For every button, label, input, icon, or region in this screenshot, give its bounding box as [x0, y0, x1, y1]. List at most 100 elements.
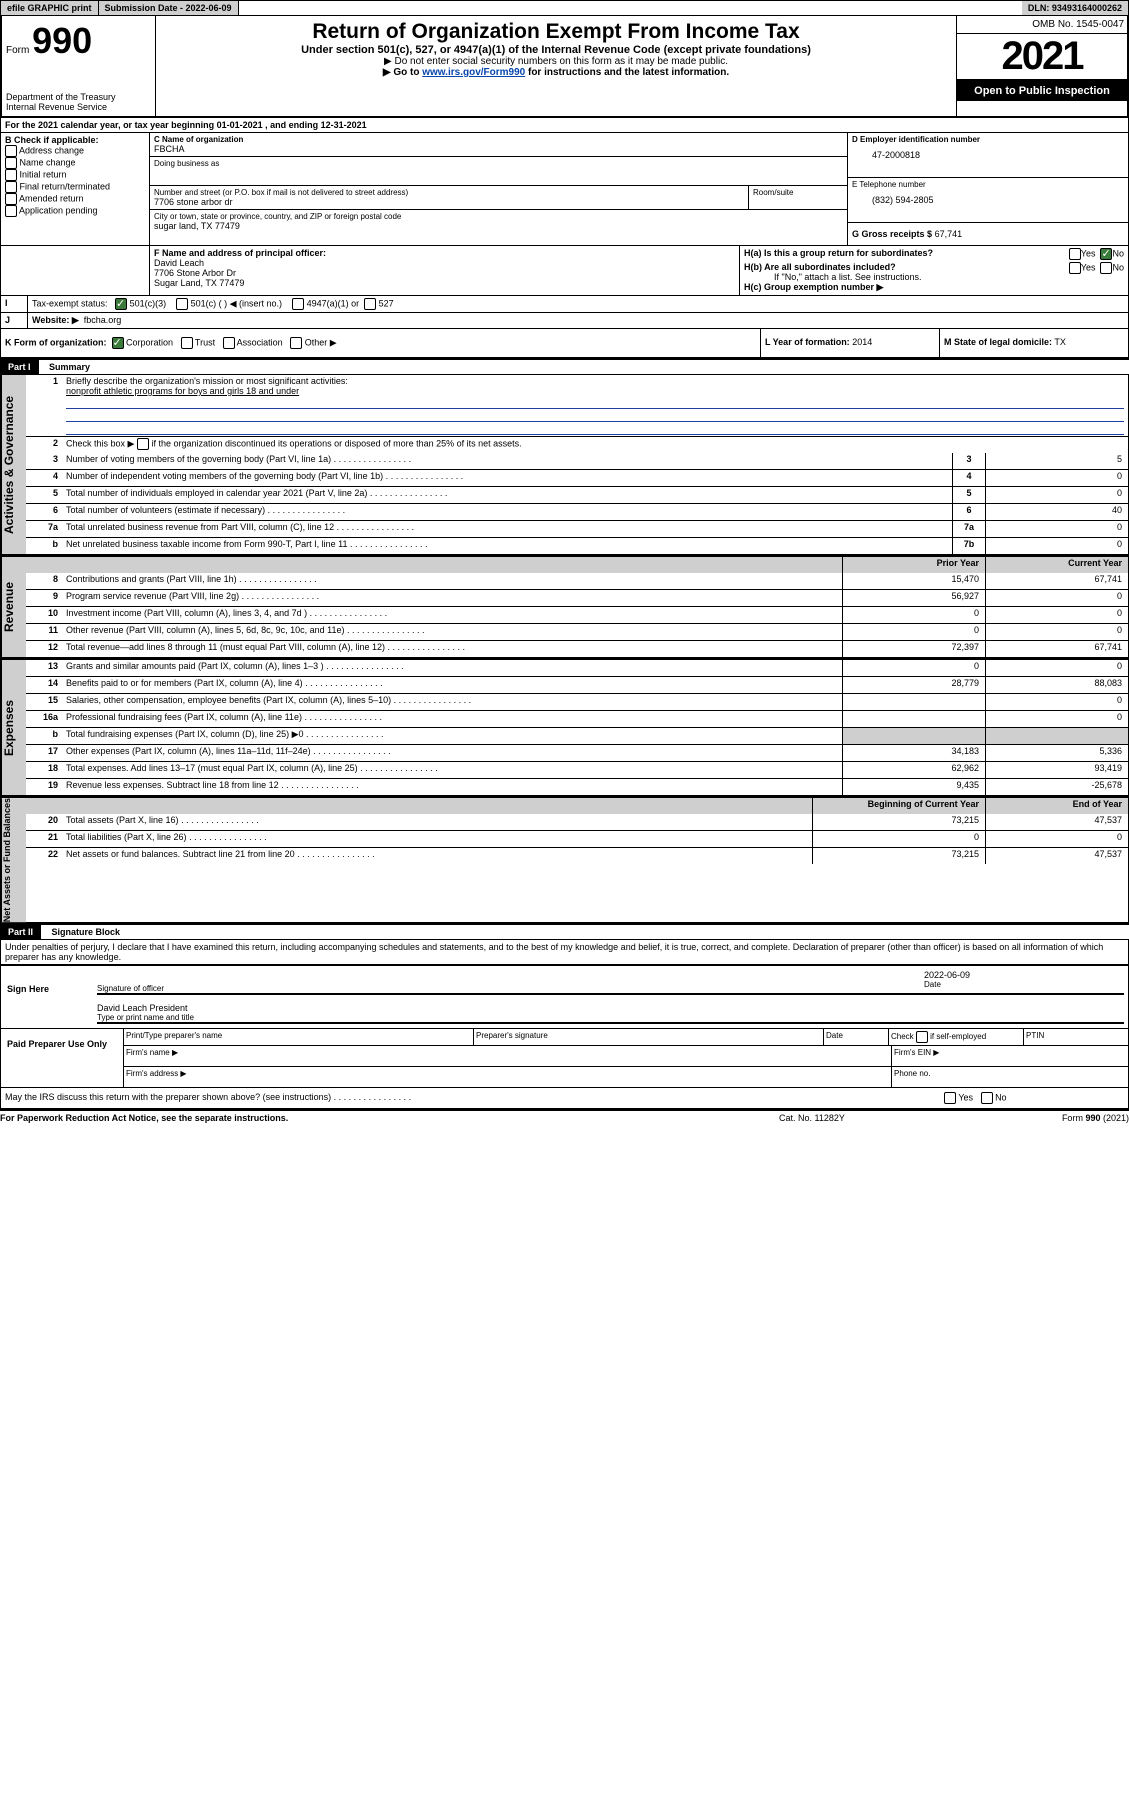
firm-addr-label: Firm's address ▶ [124, 1067, 892, 1087]
city: sugar land, TX 77479 [154, 221, 843, 231]
side-rev: Revenue [1, 557, 26, 657]
summary-row: 5Total number of individuals employed in… [26, 486, 1128, 503]
netassets-section: Net Assets or Fund Balances Beginning of… [0, 796, 1129, 923]
blockb-option: Name change [5, 157, 145, 169]
block-b-label: B Check if applicable: [5, 135, 145, 145]
irs-label: Internal Revenue Service [6, 102, 151, 112]
i-501c3-checkbox[interactable] [115, 298, 127, 310]
efile-graphic-print[interactable]: efile GRAPHIC print [1, 1, 99, 15]
form-title: Return of Organization Exempt From Incom… [166, 20, 946, 44]
part-i-header: Part I Summary [0, 358, 1129, 375]
tax-period: For the 2021 calendar year, or tax year … [1, 118, 1128, 132]
expense-row: 14Benefits paid to or for members (Part … [26, 676, 1128, 693]
irs-link[interactable]: www.irs.gov/Form990 [422, 67, 525, 78]
col-current: Current Year [985, 557, 1128, 573]
revenue-row: 10Investment income (Part VIII, column (… [26, 606, 1128, 623]
expense-row: 15Salaries, other compensation, employee… [26, 693, 1128, 710]
form-header: Form 990 Department of the Treasury Inte… [0, 16, 1129, 118]
form-subtitle: Under section 501(c), 527, or 4947(a)(1)… [166, 44, 946, 56]
i-527-checkbox[interactable] [364, 298, 376, 310]
k-label: K Form of organization: [5, 337, 107, 347]
phone-label: E Telephone number [852, 180, 1124, 189]
netassets-row: 21Total liabilities (Part X, line 26)00 [26, 830, 1128, 847]
ha-no-checkbox[interactable] [1100, 248, 1112, 260]
officer-typed-name: David Leach President [97, 1003, 1124, 1013]
paperwork: For Paperwork Reduction Act Notice, see … [0, 1113, 779, 1123]
submission-date: Submission Date - 2022-06-09 [99, 1, 239, 15]
prep-date-label: Date [824, 1029, 889, 1045]
fh-block: F Name and address of principal officer:… [0, 246, 1129, 296]
officer-label: F Name and address of principal officer: [154, 248, 735, 258]
officer-addr2: Sugar Land, TX 77479 [154, 278, 735, 288]
officer-addr1: 7706 Stone Arbor Dr [154, 268, 735, 278]
ssn-warning: ▶ Do not enter social security numbers o… [166, 56, 946, 67]
netassets-row: 20Total assets (Part X, line 16)73,21547… [26, 814, 1128, 830]
cat-no: Cat. No. 11282Y [779, 1113, 979, 1123]
blockb-option: Final return/terminated [5, 181, 145, 193]
col-end: End of Year [985, 798, 1128, 814]
penalties-text: Under penalties of perjury, I declare th… [0, 940, 1129, 964]
q1: Briefly describe the organization's miss… [66, 376, 348, 386]
l-label: L Year of formation: [765, 337, 850, 347]
street-label: Number and street (or P.O. box if mail i… [154, 188, 744, 197]
blockb-option: Application pending [5, 205, 145, 217]
col-begin: Beginning of Current Year [812, 798, 985, 814]
summary-row: bNet unrelated business taxable income f… [26, 537, 1128, 554]
footer-row: For Paperwork Reduction Act Notice, see … [0, 1109, 1129, 1125]
hb-yes-checkbox[interactable] [1069, 262, 1081, 274]
summary-row: 6Total number of volunteers (estimate if… [26, 503, 1128, 520]
bcdeg-block: B Check if applicable: Address change Na… [0, 133, 1129, 246]
side-exp: Expenses [1, 660, 26, 795]
dln: DLN: 93493164000262 [1022, 1, 1128, 15]
hb-label: H(b) Are all subordinates included? [744, 262, 896, 272]
room-label: Room/suite [749, 186, 847, 209]
signature-area: Sign Here Signature of officer 2022-06-0… [0, 964, 1129, 1088]
k-other-checkbox[interactable] [290, 337, 302, 349]
blockb-option: Amended return [5, 193, 145, 205]
sign-here: Sign Here [1, 966, 93, 1028]
check-self: Check if self-employed [889, 1029, 1024, 1045]
revenue-row: 9Program service revenue (Part VIII, lin… [26, 589, 1128, 606]
self-employed-checkbox[interactable] [916, 1031, 928, 1043]
sig-date-label: Date [924, 980, 1124, 989]
expenses-section: Expenses 13Grants and similar amounts pa… [0, 658, 1129, 796]
i-501c-checkbox[interactable] [176, 298, 188, 310]
phone: (832) 594-2805 [852, 189, 1124, 211]
period-row: For the 2021 calendar year, or tax year … [0, 118, 1129, 133]
activities-governance: Activities & Governance 1 Briefly descri… [0, 375, 1129, 555]
summary-row: 7aTotal unrelated business revenue from … [26, 520, 1128, 537]
type-name-label: Type or print name and title [97, 1013, 1124, 1022]
side-net: Net Assets or Fund Balances [1, 798, 26, 922]
street: 7706 stone arbor dr [154, 197, 744, 207]
expense-row: 16aProfessional fundraising fees (Part I… [26, 710, 1128, 727]
q2-checkbox[interactable] [137, 438, 149, 450]
form-label: Form [6, 45, 29, 56]
hb-no-checkbox[interactable] [1100, 262, 1112, 274]
firm-name-label: Firm's name ▶ [124, 1046, 892, 1066]
sig-date-value: 2022-06-09 [924, 970, 1124, 980]
summary-row: 3Number of voting members of the governi… [26, 453, 1128, 469]
ha-yes-checkbox[interactable] [1069, 248, 1081, 260]
officer-name: David Leach [154, 258, 735, 268]
i-block: I Tax-exempt status: 501(c)(3) 501(c) ( … [0, 296, 1129, 313]
website: fbcha.org [84, 315, 122, 325]
k-trust-checkbox[interactable] [181, 337, 193, 349]
q1-value: nonprofit athletic programs for boys and… [66, 386, 299, 396]
discuss-no-checkbox[interactable] [981, 1092, 993, 1104]
discuss-yes-checkbox[interactable] [944, 1092, 956, 1104]
discuss-row: May the IRS discuss this return with the… [0, 1088, 1129, 1109]
website-label: Website: ▶ [32, 315, 79, 325]
k-corp-checkbox[interactable] [112, 337, 124, 349]
open-to-public: Open to Public Inspection [957, 81, 1127, 101]
ptin-label: PTIN [1024, 1029, 1128, 1045]
expense-row: 13Grants and similar amounts paid (Part … [26, 660, 1128, 676]
i-4947-checkbox[interactable] [292, 298, 304, 310]
k-assoc-checkbox[interactable] [223, 337, 235, 349]
paid-preparer: Paid Preparer Use Only [1, 1029, 123, 1087]
top-bar: efile GRAPHIC print Submission Date - 20… [0, 0, 1129, 16]
omb-number: OMB No. 1545-0047 [957, 16, 1127, 34]
blockb-option: Address change [5, 145, 145, 157]
prep-sig-label: Preparer's signature [474, 1029, 824, 1045]
part-i-title: Summary [41, 362, 90, 372]
sig-officer-label: Signature of officer [97, 984, 924, 993]
